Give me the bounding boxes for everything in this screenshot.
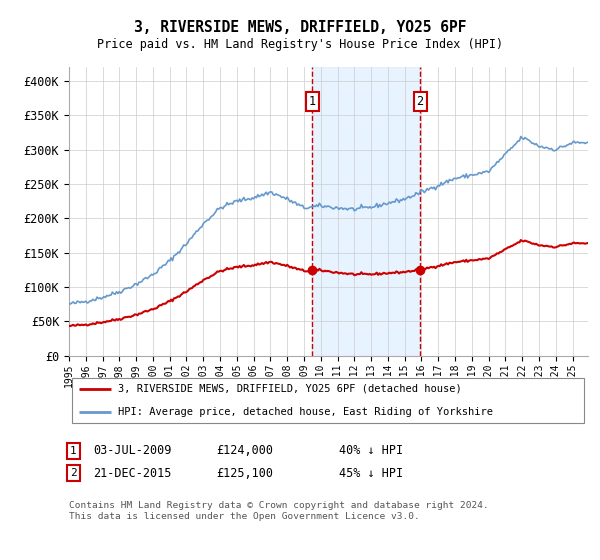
Text: 2: 2: [416, 95, 424, 108]
Text: Contains HM Land Registry data © Crown copyright and database right 2024.
This d: Contains HM Land Registry data © Crown c…: [69, 501, 489, 521]
Text: HPI: Average price, detached house, East Riding of Yorkshire: HPI: Average price, detached house, East…: [118, 407, 493, 417]
FancyBboxPatch shape: [71, 378, 584, 423]
Text: 45% ↓ HPI: 45% ↓ HPI: [339, 466, 403, 480]
Bar: [313, 67, 420, 356]
Text: 03-JUL-2009: 03-JUL-2009: [93, 444, 172, 458]
Text: 1: 1: [70, 446, 77, 456]
Text: 40% ↓ HPI: 40% ↓ HPI: [339, 444, 403, 458]
Text: £124,000: £124,000: [216, 444, 273, 458]
Text: 21-DEC-2015: 21-DEC-2015: [93, 466, 172, 480]
Text: Price paid vs. HM Land Registry's House Price Index (HPI): Price paid vs. HM Land Registry's House …: [97, 38, 503, 51]
Text: 2: 2: [70, 468, 77, 478]
Text: 3, RIVERSIDE MEWS, DRIFFIELD, YO25 6PF (detached house): 3, RIVERSIDE MEWS, DRIFFIELD, YO25 6PF (…: [118, 384, 462, 394]
Text: 3, RIVERSIDE MEWS, DRIFFIELD, YO25 6PF: 3, RIVERSIDE MEWS, DRIFFIELD, YO25 6PF: [134, 20, 466, 35]
Text: 1: 1: [309, 95, 316, 108]
Text: £125,100: £125,100: [216, 466, 273, 480]
